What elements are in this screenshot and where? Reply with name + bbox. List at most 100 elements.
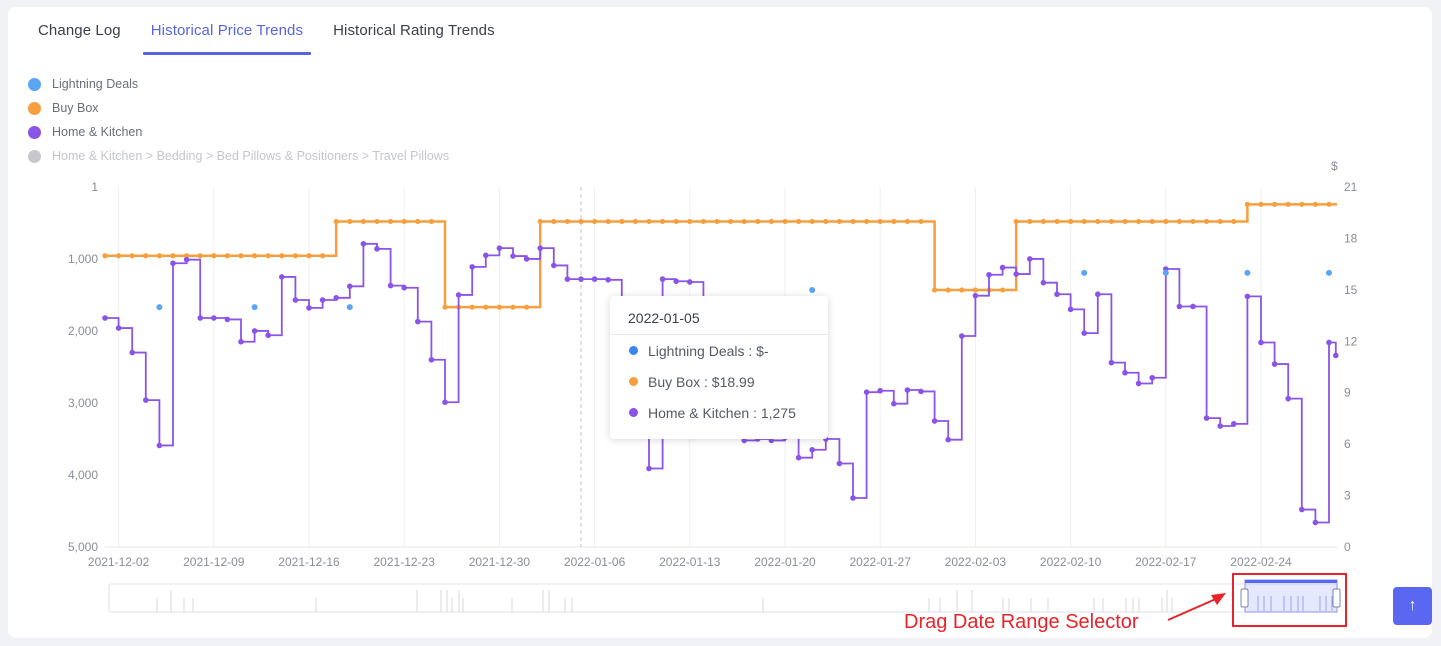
home-kitchen-point bbox=[1040, 279, 1047, 286]
annotation-arrow-line bbox=[1167, 597, 1219, 621]
home-kitchen-point bbox=[1217, 423, 1223, 429]
tooltip-date: 2022-01-05 bbox=[610, 296, 828, 335]
buy-box-point bbox=[1149, 218, 1155, 225]
buy-box-point bbox=[1258, 201, 1264, 207]
buy-box-point bbox=[578, 218, 584, 225]
home-kitchen-point bbox=[143, 397, 149, 403]
buy-box-point bbox=[660, 218, 666, 225]
buy-box-point bbox=[279, 253, 285, 259]
buy-box-point bbox=[129, 253, 135, 259]
buy-box-point bbox=[1176, 218, 1182, 225]
home-kitchen-point bbox=[102, 315, 108, 321]
buy-box-point bbox=[333, 218, 339, 225]
buy-box-point bbox=[360, 218, 366, 225]
home-kitchen-point bbox=[224, 316, 231, 323]
home-kitchen-point bbox=[428, 356, 435, 363]
home-kitchen-point bbox=[1258, 339, 1264, 346]
home-kitchen-point bbox=[469, 264, 476, 270]
home-kitchen-point bbox=[1203, 415, 1210, 421]
home-kitchen-point bbox=[1067, 306, 1074, 313]
home-kitchen-point bbox=[809, 446, 815, 453]
home-kitchen-point bbox=[292, 297, 299, 303]
buy-box-point bbox=[959, 287, 965, 293]
buy-box-point bbox=[347, 218, 353, 225]
tab-historical-rating-trends[interactable]: Historical Rating Trends bbox=[333, 22, 495, 39]
buy-box-point bbox=[388, 218, 394, 225]
buy-box-point bbox=[428, 218, 434, 225]
home-kitchen-point bbox=[537, 245, 543, 251]
buy-box-point bbox=[1244, 201, 1250, 207]
legend-dot-icon bbox=[28, 149, 41, 163]
buy-box-point bbox=[1285, 201, 1291, 207]
tab-change-log[interactable]: Change Log bbox=[38, 22, 121, 39]
home-kitchen-point bbox=[605, 277, 611, 283]
legend-label: Home & Kitchen bbox=[52, 125, 143, 139]
tooltip-row-label: Lightning Deals : $- bbox=[648, 342, 769, 359]
buy-box-point bbox=[564, 218, 571, 225]
legend-item-lightning-deals[interactable]: Lightning Deals bbox=[28, 72, 449, 96]
legend-item-home-kitchen[interactable]: Home & Kitchen bbox=[28, 120, 449, 144]
y-right-tick-label: 21 bbox=[1344, 180, 1358, 194]
home-kitchen-point bbox=[591, 276, 598, 282]
buy-box-point bbox=[823, 218, 829, 225]
tooltip-dot-icon bbox=[629, 346, 638, 355]
buy-box-point bbox=[728, 218, 734, 225]
buy-box-point bbox=[592, 218, 598, 225]
home-kitchen-point bbox=[523, 256, 530, 262]
x-tick-label: 2022-01-13 bbox=[659, 555, 721, 569]
home-kitchen-point bbox=[129, 349, 135, 356]
home-kitchen-point bbox=[1013, 271, 1019, 277]
home-kitchen-point bbox=[333, 295, 340, 301]
annotation-arrow-head bbox=[1211, 593, 1226, 605]
buy-box-point bbox=[714, 218, 720, 225]
buy-box-point bbox=[877, 218, 883, 225]
home-kitchen-point bbox=[1149, 374, 1155, 381]
home-kitchen-point bbox=[1326, 339, 1332, 346]
buy-box-point bbox=[836, 218, 843, 225]
buy-box-point bbox=[605, 218, 611, 225]
home-kitchen-point bbox=[306, 305, 312, 311]
x-tick-label: 2021-12-23 bbox=[374, 555, 436, 569]
home-kitchen-point bbox=[1108, 359, 1115, 366]
lightning-deal-point bbox=[809, 287, 816, 294]
home-kitchen-point bbox=[877, 387, 883, 394]
buy-box-point bbox=[184, 253, 190, 259]
buy-box-point bbox=[238, 253, 244, 259]
y-right-tick-label: 12 bbox=[1344, 334, 1358, 348]
home-kitchen-point bbox=[251, 328, 258, 334]
buy-box-point bbox=[1081, 218, 1087, 225]
buy-box-point bbox=[1231, 218, 1237, 225]
lightning-deal-point bbox=[1326, 269, 1332, 276]
x-tick-label: 2021-12-02 bbox=[88, 555, 150, 569]
home-kitchen-point bbox=[986, 271, 992, 278]
buy-box-point bbox=[1217, 218, 1223, 225]
buy-box-point bbox=[945, 287, 951, 293]
y-right-tick-label: 3 bbox=[1344, 489, 1351, 503]
x-tick-label: 2021-12-09 bbox=[183, 555, 245, 569]
buy-box-point bbox=[850, 218, 856, 225]
legend-item-travel-pillows[interactable]: Home & Kitchen > Bedding > Bed Pillows &… bbox=[28, 144, 449, 168]
buy-box-point bbox=[904, 218, 911, 225]
buy-box-point bbox=[1272, 201, 1278, 207]
legend-item-buy-box[interactable]: Buy Box bbox=[28, 96, 449, 120]
buy-box-point bbox=[646, 218, 652, 225]
tab-historical-price-trends[interactable]: Historical Price Trends bbox=[142, 23, 312, 55]
home-kitchen-point bbox=[1190, 303, 1196, 310]
range-handle-left bbox=[1240, 588, 1249, 608]
home-kitchen-point bbox=[415, 318, 421, 325]
tab-bar: Change Log Historical Price Trends Histo… bbox=[30, 23, 517, 57]
home-kitchen-point bbox=[1271, 361, 1278, 367]
home-kitchen-point bbox=[496, 245, 503, 251]
tooltip-row-label: Buy Box : $18.99 bbox=[648, 373, 755, 390]
tooltip-dot-icon bbox=[629, 408, 638, 417]
y-left-tick-label: 5,000 bbox=[68, 540, 98, 554]
buy-box-point bbox=[796, 218, 802, 225]
scroll-top-button[interactable]: ↑ bbox=[1393, 587, 1432, 625]
buy-box-point bbox=[224, 253, 230, 259]
buy-box-point bbox=[401, 218, 407, 225]
home-kitchen-point bbox=[646, 465, 652, 472]
home-kitchen-point bbox=[551, 262, 557, 269]
y-right-tick-label: 0 bbox=[1344, 540, 1351, 554]
legend-label: Home & Kitchen > Bedding > Bed Pillows &… bbox=[52, 149, 450, 163]
